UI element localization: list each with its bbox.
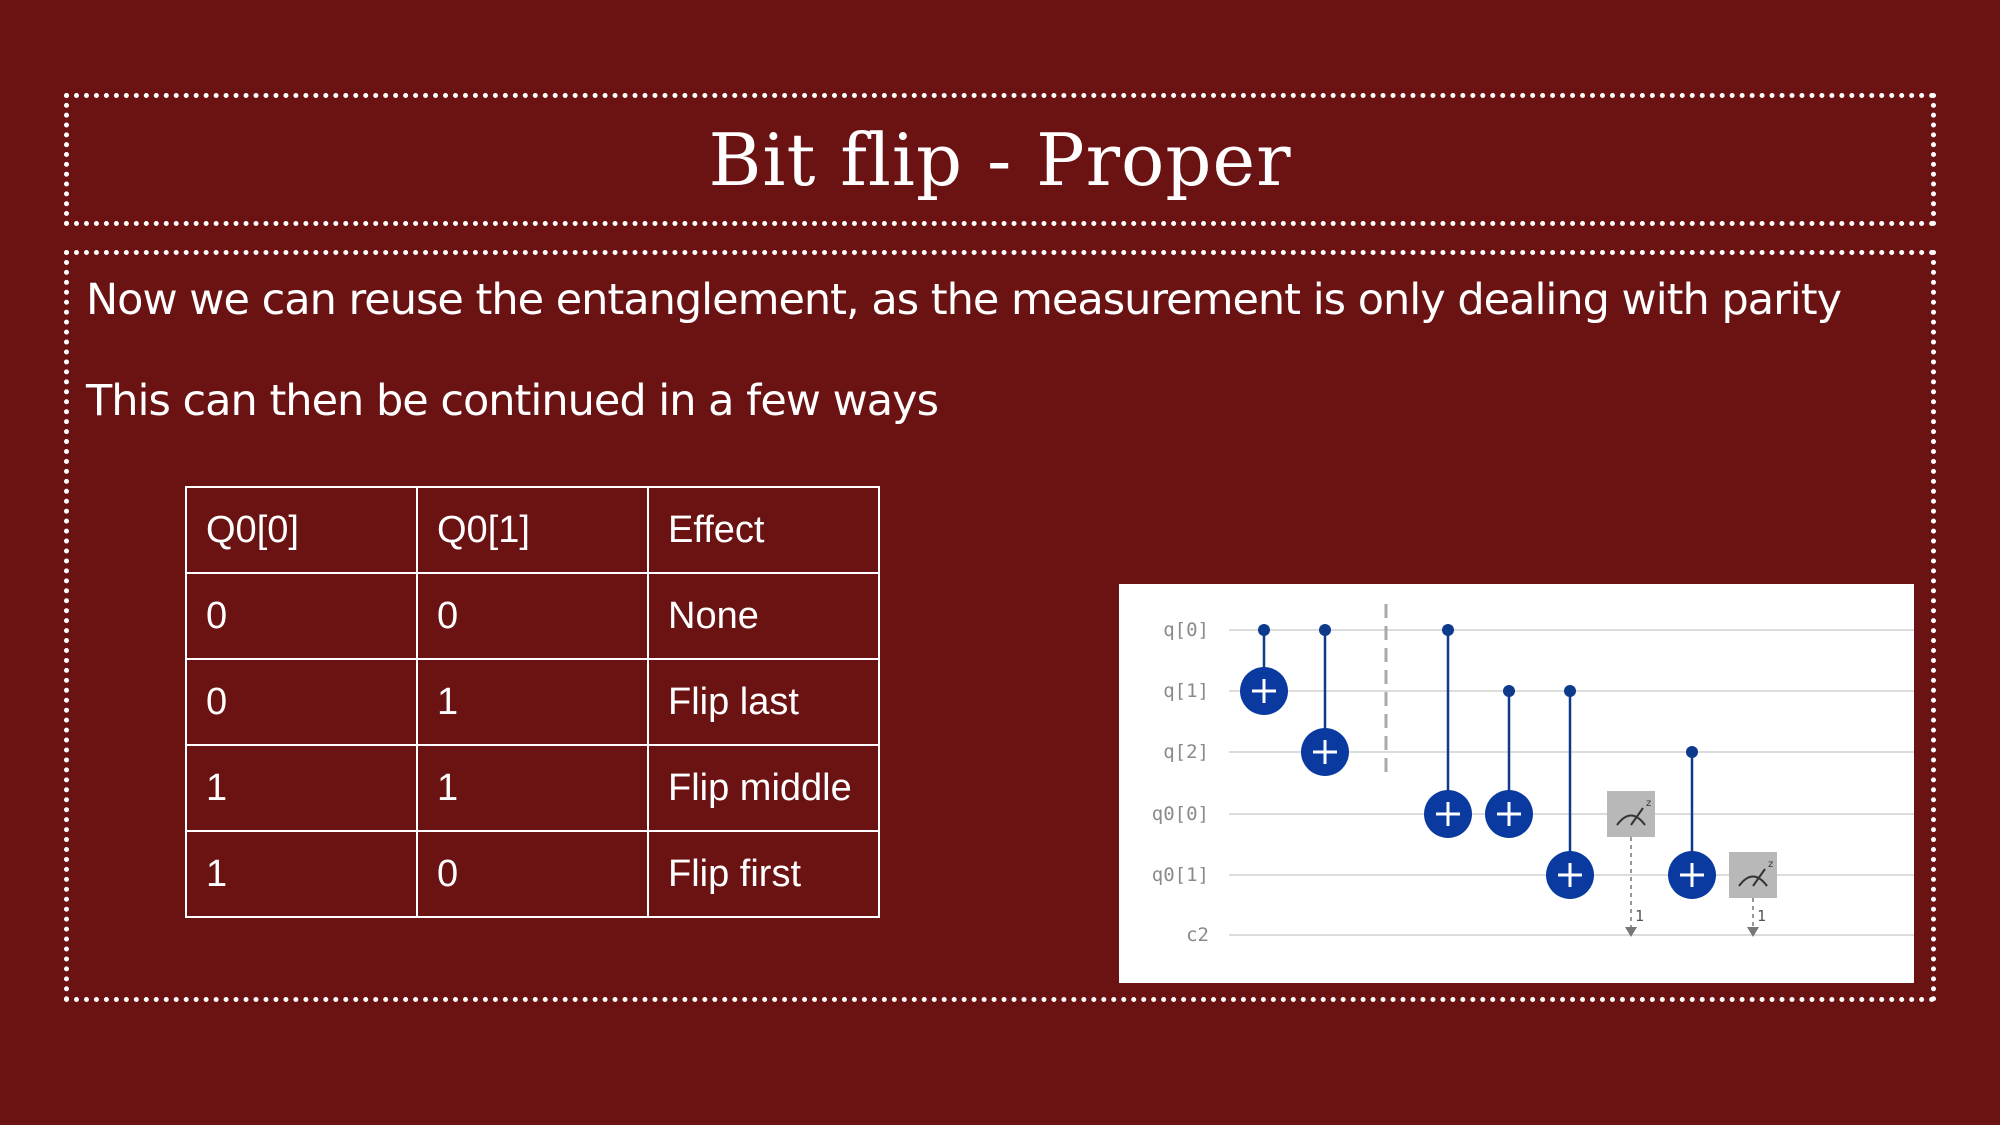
cnot-gate-q2-anc1	[1668, 746, 1716, 899]
body-frame	[64, 250, 1936, 1002]
table-row: 0 1 Flip last	[185, 658, 880, 746]
header-q0-1: Q0[1]	[416, 486, 649, 574]
wire-label: q[0]	[1163, 619, 1209, 641]
table-cell: 1	[416, 744, 649, 832]
table-cell: 1	[185, 744, 418, 832]
table-cell: Flip last	[647, 658, 880, 746]
table-row: 0 0 None	[185, 572, 880, 660]
table-cell: Flip first	[647, 830, 880, 918]
table-row: 1 0 Flip first	[185, 830, 880, 918]
table-header-row: Q0[0] Q0[1] Effect	[185, 486, 880, 574]
svg-text:z: z	[1646, 798, 1651, 809]
cnot-gate-q0-q2	[1301, 624, 1349, 776]
measure-bit-label: 1	[1635, 907, 1644, 925]
cnot-gate-q0-q1	[1240, 624, 1288, 715]
circuit-svg: q[0] q[1] q[2] q0[0] q0[1] c2	[1152, 604, 1914, 946]
parity-table: Q0[0] Q0[1] Effect 0 0 None 0 1 Flip las…	[185, 486, 880, 918]
table-cell: 0	[185, 658, 418, 746]
paragraph-continued: This can then be continued in a few ways	[86, 376, 939, 426]
svg-text:z: z	[1768, 859, 1773, 870]
wire-label: q0[1]	[1152, 864, 1209, 886]
table-cell: 0	[416, 830, 649, 918]
measure-bit-label: 1	[1757, 907, 1766, 925]
wire-label: c2	[1186, 924, 1209, 946]
measure-gate-anc0: z	[1607, 791, 1655, 937]
paragraph-entanglement: Now we can reuse the entanglement, as th…	[86, 275, 1842, 325]
table-cell: 1	[416, 658, 649, 746]
wire-label: q[1]	[1163, 680, 1209, 702]
table-cell: 0	[185, 572, 418, 660]
wire-label: q0[0]	[1152, 803, 1209, 825]
slide-title: Bit flip - Proper	[708, 117, 1292, 202]
header-effect: Effect	[647, 486, 880, 574]
table-cell: 0	[416, 572, 649, 660]
table-cell: None	[647, 572, 880, 660]
cnot-gate-q1-anc0	[1485, 685, 1533, 838]
wire-label: q[2]	[1163, 741, 1209, 763]
title-frame	[64, 93, 1936, 226]
cnot-gate-q0-anc0	[1424, 624, 1472, 838]
cnot-gate-q1-anc1	[1546, 685, 1594, 899]
circuit-diagram: q[0] q[1] q[2] q0[0] q0[1] c2	[1119, 584, 1914, 983]
table-cell: Flip middle	[647, 744, 880, 832]
measure-gate-anc1: z	[1729, 852, 1777, 937]
table-row: 1 1 Flip middle	[185, 744, 880, 832]
header-q0-0: Q0[0]	[185, 486, 418, 574]
table-cell: 1	[185, 830, 418, 918]
